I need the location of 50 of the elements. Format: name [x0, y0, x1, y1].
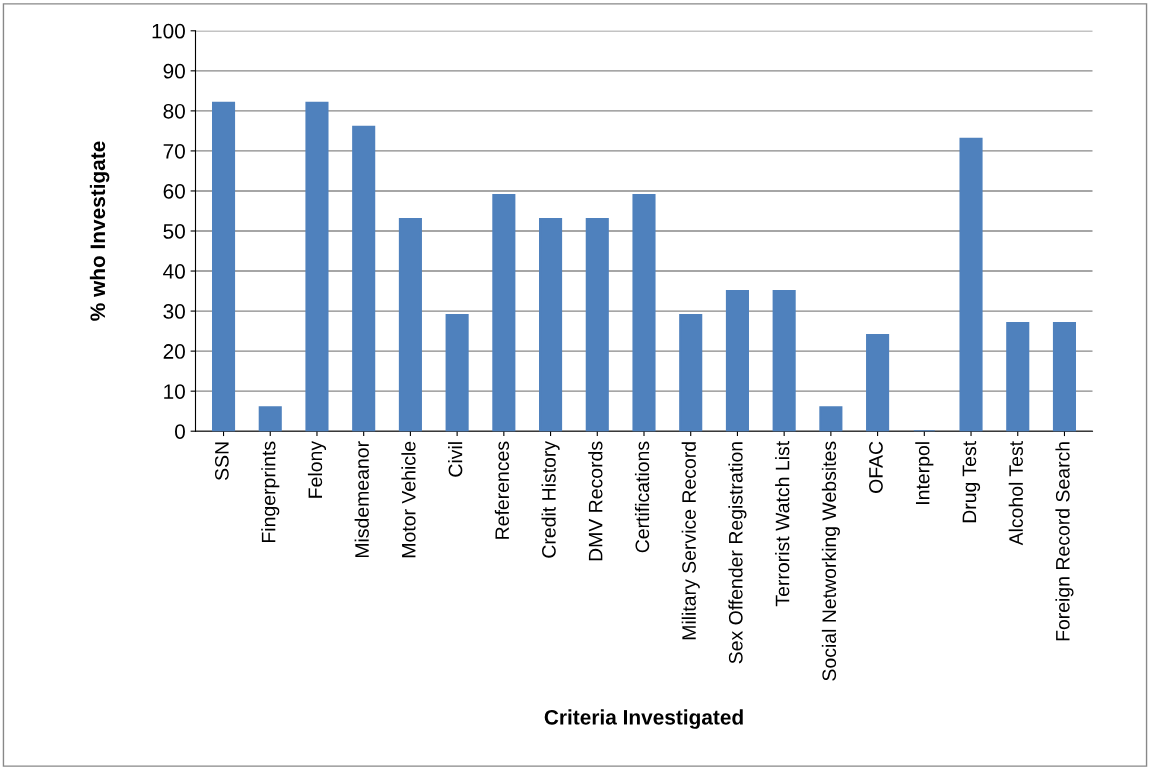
x-tick-label: Terrorist Watch List [775, 441, 790, 607]
x-tick-label: Motor Vehicle [401, 441, 416, 558]
x-tick-label: Interpol [915, 442, 934, 504]
bar [1006, 322, 1030, 432]
y-tick-label: 90 [163, 63, 185, 79]
bar [352, 125, 376, 432]
bar [772, 290, 796, 432]
x-tick-label: Fingerprints [261, 441, 280, 542]
y-tick-label: 50 [163, 224, 185, 239]
y-tick-label: 100 [152, 23, 185, 39]
bar [305, 101, 329, 432]
x-tick-label: Felony [307, 440, 327, 498]
y-tick-label: 40 [163, 264, 185, 279]
x-tick-label: Certifications [634, 441, 650, 553]
x-tick-label: Credit History [541, 440, 560, 558]
bar [632, 193, 656, 432]
y-tick-label: 10 [164, 384, 185, 399]
y-tick-label: 60 [163, 183, 185, 199]
x-tick-label: Sex Offender Registration [728, 442, 747, 664]
x-tick-label: SSN [214, 442, 229, 481]
x-tick-label: Civil [448, 442, 463, 477]
y-tick-label: 30 [163, 304, 185, 319]
bar [679, 314, 703, 432]
y-axis-title: % who Investigate [89, 141, 110, 321]
y-tick-label: 20 [163, 344, 185, 359]
x-tick-label: OFAC [869, 441, 883, 493]
bar [866, 334, 890, 432]
bar [539, 217, 563, 432]
x-tick-label: Social Networking Websites [821, 441, 840, 681]
x-tick-label: Alcohol Test [1008, 441, 1023, 546]
x-tick-label: Drug Test [962, 441, 981, 523]
y-tick-label: 80 [163, 103, 185, 119]
x-tick-label: References [494, 441, 510, 539]
bar [492, 193, 516, 432]
bar [445, 314, 469, 432]
bar [398, 217, 422, 432]
bar [258, 406, 282, 432]
x-tick-label: Foreign Record Search [1055, 442, 1074, 641]
x-axis-title: Criteria Investigated [544, 709, 743, 729]
x-tick-label: Military Service Record [681, 442, 700, 640]
bar [1052, 322, 1077, 432]
bar [819, 406, 843, 432]
x-tick-label: Misdemeanor [354, 441, 369, 558]
y-tick-label: 70 [163, 143, 185, 159]
bar [959, 137, 983, 432]
bar [585, 217, 609, 432]
x-tick-label: DMV Records [588, 441, 603, 561]
bar [725, 290, 749, 432]
y-tick-label: 0 [175, 424, 185, 439]
bar [211, 101, 236, 432]
